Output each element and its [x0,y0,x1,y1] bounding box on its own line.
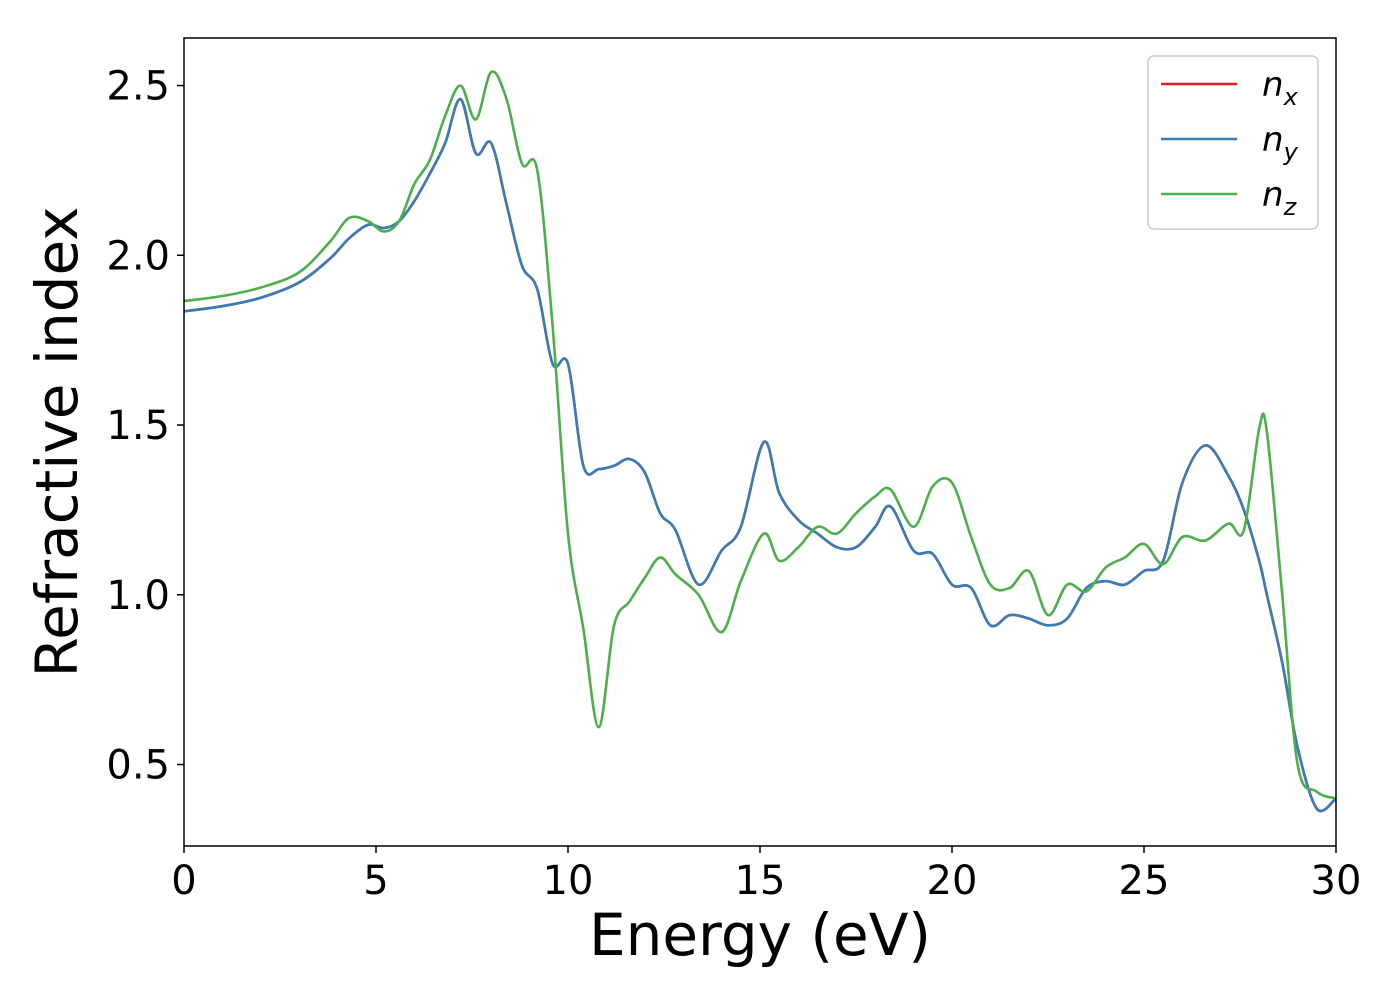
x-tick-label: 25 [1119,858,1170,904]
y-tick-label: 1.0 [106,573,170,619]
y-tick-label: 1.5 [106,403,170,449]
legend-box [1147,55,1319,230]
y-tick-label: 2.0 [106,233,170,279]
legend-label-nx: nx [1262,65,1299,111]
series-line-ny [184,97,1336,813]
series-layer [184,70,1336,813]
x-axis: 0 5 10 15 20 25 30 [171,846,1361,904]
x-tick-label: 0 [171,858,196,904]
legend-items: nx ny nz [1161,65,1299,221]
y-tick-label: 2.5 [106,64,170,110]
series-line-nz [184,70,1336,800]
x-tick-label: 30 [1311,858,1362,904]
x-axis-label: Energy (eV) [589,901,931,969]
x-tick-label: 20 [927,858,978,904]
legend-label-ny: ny [1262,120,1299,166]
x-tick-label: 15 [735,858,786,904]
x-tick-label: 5 [363,858,388,904]
y-tick-label: 0.5 [106,743,170,789]
y-axis-label: Refractive index [23,206,91,677]
legend-label-nz: nz [1262,175,1298,221]
y-axis: 0.5 1.0 1.5 2.0 2.5 [106,64,184,789]
legend: nx ny nz [1147,55,1319,230]
x-tick-label: 10 [543,858,594,904]
